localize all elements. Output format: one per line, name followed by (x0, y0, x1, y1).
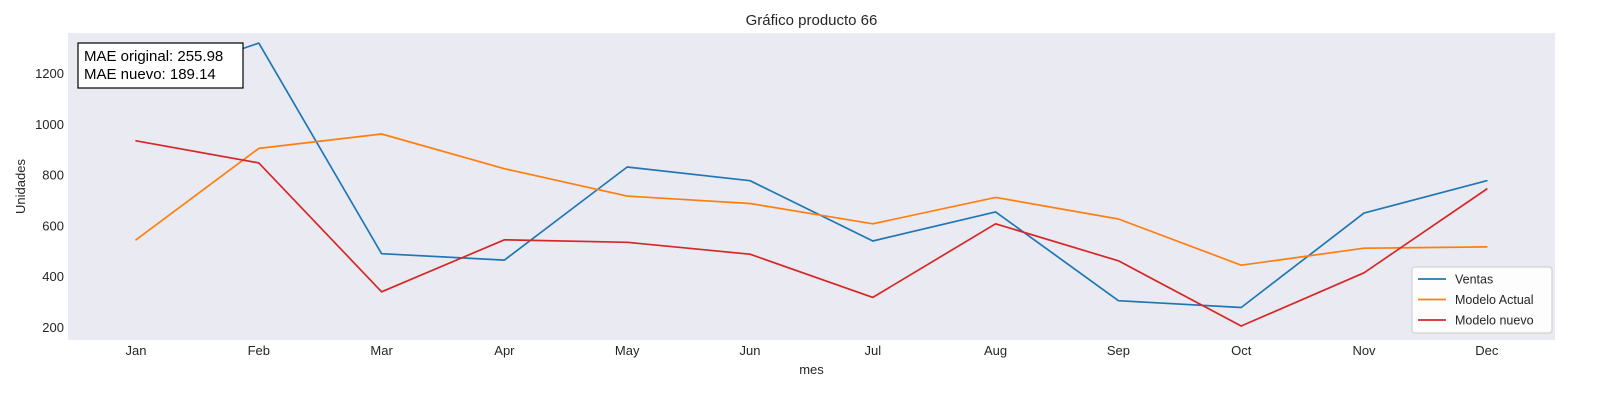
y-tick-label-1000: 1000 (35, 117, 64, 132)
y-tick-label-800: 800 (42, 168, 64, 183)
plot-area (68, 33, 1555, 340)
series-line-modelo-actual (135, 133, 1488, 267)
series-line-modelo-nuevo (135, 139, 1488, 327)
legend-label-modelo-nuevo: Modelo nuevo (1455, 314, 1534, 328)
y-tick-label-1200: 1200 (35, 66, 64, 81)
x-axis-title: mes (799, 362, 824, 377)
mae-annotation: MAE original: 255.98 MAE nuevo: 189.14 (77, 42, 244, 89)
x-tick-label-jan: Jan (126, 343, 147, 358)
x-tick-label-may: May (615, 343, 640, 358)
y-tick-label-200: 200 (42, 320, 64, 335)
mae-annotation-box (77, 42, 244, 89)
y-tick-label-400: 400 (42, 269, 64, 284)
mae-new-text: MAE nuevo: 189.14 (84, 66, 216, 83)
mae-original-text: MAE original: 255.98 (84, 48, 223, 65)
x-tick-label-nov: Nov (1352, 343, 1376, 358)
x-tick-label-aug: Aug (984, 343, 1007, 358)
x-tick-label-jul: Jul (864, 343, 881, 358)
x-tick-label-jun: Jun (740, 343, 761, 358)
x-tick-label-oct: Oct (1231, 343, 1252, 358)
series-modelo-actual (135, 133, 1488, 267)
y-axis-title: Unidades (13, 159, 28, 214)
legend-label-ventas: Ventas (1455, 273, 1493, 287)
x-axis-ticks: Jan Feb Mar Apr May Jun Jul Aug Sep Oct Nov Dec (126, 343, 1499, 358)
legend: Ventas Modelo Actual Modelo nuevo (1411, 266, 1553, 334)
legend-label-modelo-actual: Modelo Actual (1455, 293, 1534, 307)
legend-frame (1411, 266, 1553, 334)
x-tick-label-dec: Dec (1475, 343, 1499, 358)
series-layer (135, 42, 1488, 327)
series-line-ventas (135, 42, 1488, 309)
x-tick-label-sep: Sep (1107, 343, 1130, 358)
y-tick-label-600: 600 (42, 218, 64, 233)
series-modelo-nuevo (135, 139, 1488, 327)
y-axis-ticks: 200 400 600 800 1000 1200 (35, 66, 64, 335)
chart-title: Gráfico producto 66 (746, 12, 878, 29)
series-ventas (135, 42, 1488, 309)
x-tick-label-mar: Mar (370, 343, 393, 358)
x-tick-label-feb: Feb (248, 343, 270, 358)
x-tick-label-apr: Apr (494, 343, 515, 358)
